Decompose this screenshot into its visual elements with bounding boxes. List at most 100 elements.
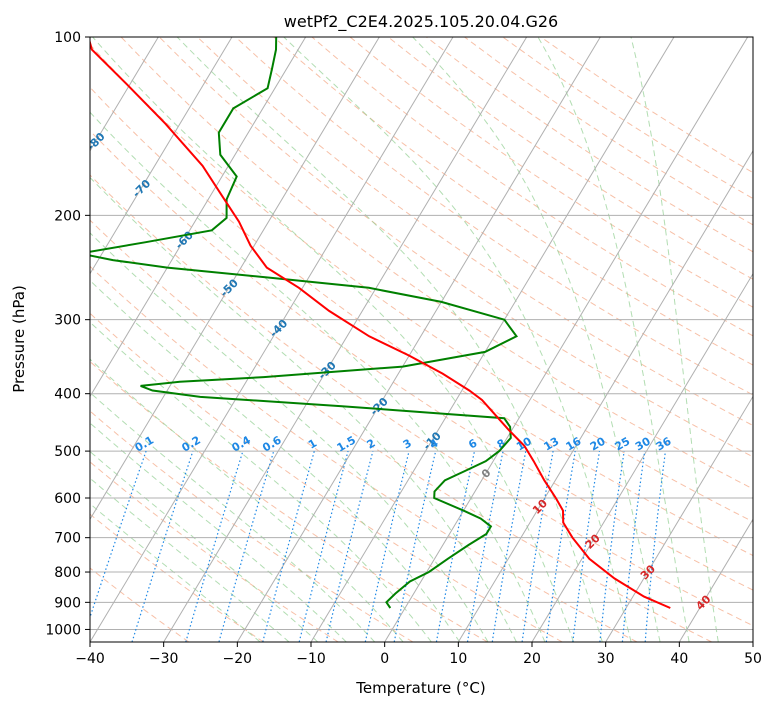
moist-adiabat-line	[90, 176, 517, 642]
moist-adiabat-line	[90, 232, 489, 642]
dry-adiabat-line	[90, 219, 712, 642]
y-tick-label: 800	[54, 565, 81, 581]
dry-adiabat-line	[90, 513, 264, 642]
y-tick-label: 700	[54, 531, 81, 547]
x-axis: −40 −30 −20 −10 0 10 20 30 40 50	[75, 642, 762, 667]
isotherm-label: -20	[368, 395, 391, 418]
dry-adiabat-line	[235, 37, 753, 396]
isotherm-line	[678, 518, 753, 642]
moist-adiabat-line	[92, 37, 575, 642]
dry-adiabat-line	[90, 360, 488, 642]
dry-adiabats	[90, 37, 753, 642]
dry-adiabat-line	[273, 37, 753, 366]
y-axis: 100 200 300 400 500 600 700 800 900 1000	[45, 30, 90, 638]
dry-adiabat-line	[90, 567, 190, 642]
isotherm-line	[605, 395, 753, 642]
plot-area: -100-90-80-70-60-50-40-30-20-10010203040…	[0, 33, 753, 642]
mixing-ratio-line	[521, 450, 554, 642]
chart-title: wetPf2_C2E4.2025.105.20.04.G26	[284, 12, 558, 32]
isotherm-label: -100	[0, 33, 20, 62]
moist-adiabat-line	[90, 450, 319, 642]
isotherm-line	[90, 37, 233, 275]
isotherm-label: 0	[479, 466, 494, 481]
dry-adiabat-line	[90, 43, 753, 523]
y-tick-label: 300	[54, 313, 81, 329]
mixing-ratio-lines	[90, 450, 666, 642]
isotherm-line	[90, 37, 454, 642]
moist-adiabat-line	[537, 37, 690, 642]
y-tick-label: 100	[54, 30, 81, 46]
moist-adiabat-line	[90, 279, 461, 642]
isotherm-line	[752, 641, 753, 642]
isobars	[90, 37, 753, 630]
y-tick-label: 900	[54, 595, 81, 611]
plot-frame	[89, 36, 754, 643]
isotherm-label: -30	[316, 359, 339, 382]
dry-adiabat-line	[197, 37, 753, 427]
mixing-ratio-line	[599, 451, 625, 642]
isotherm-line	[310, 37, 675, 642]
dry-adiabat-line	[90, 265, 638, 642]
x-tick-label: −40	[75, 651, 105, 667]
y-tick-label: 200	[54, 208, 81, 224]
mixing-ratio-line	[364, 450, 410, 642]
dry-adiabat-line	[90, 312, 563, 642]
mixing-ratio-line	[393, 450, 437, 642]
x-tick-label: 50	[744, 651, 762, 667]
x-tick-label: 20	[523, 651, 541, 667]
isotherms	[90, 37, 753, 642]
x-tick-label: −30	[149, 651, 179, 667]
dry-adiabat-line	[158, 37, 753, 458]
isotherm-label: 20	[583, 531, 603, 551]
isotherm-line	[384, 37, 749, 642]
isotherm-label: -90	[39, 83, 62, 106]
mixing-ratio-line	[325, 450, 374, 642]
mixing-ratio-label: 3	[401, 437, 414, 452]
dry-adiabat-line	[120, 37, 753, 490]
y-tick-label: 1000	[45, 622, 81, 638]
moist-adiabat-line	[90, 111, 546, 642]
isotherm-label: -80	[84, 130, 107, 153]
mixing-ratio-line	[545, 451, 576, 642]
temperature-profile-line	[90, 39, 671, 609]
isotherm-line	[236, 37, 601, 642]
y-axis-title: Pressure (hPa)	[10, 285, 28, 393]
mixing-ratio-line	[621, 451, 646, 642]
x-tick-label: −20	[223, 651, 253, 667]
moist-adiabat-line	[90, 477, 290, 642]
mixing-ratio-label: 6	[466, 436, 479, 451]
moist-adiabats	[90, 37, 719, 642]
dry-adiabat-line	[90, 174, 753, 627]
dewpoint-profile-line	[90, 37, 519, 609]
dry-adiabat-line	[311, 37, 753, 337]
isotherm-line	[90, 37, 380, 521]
mixing-ratio-line	[185, 450, 244, 642]
isotherm-label: -60	[173, 228, 196, 251]
moist-adiabat-line	[90, 321, 432, 642]
isotherm-line	[90, 37, 307, 398]
isotherm-line	[90, 37, 159, 152]
mixing-ratio-line	[572, 451, 601, 642]
mixing-ratio-line	[262, 450, 315, 642]
mixing-ratio-label: 2	[365, 437, 378, 452]
x-tick-label: 40	[670, 651, 688, 667]
x-axis-title: Temperature (°C)	[355, 679, 485, 697]
moist-adiabat-line	[630, 37, 719, 642]
y-tick-label: 500	[54, 444, 81, 460]
mixing-ratio-line	[298, 450, 349, 642]
mixing-ratio-line	[644, 451, 666, 642]
y-tick-label: 400	[54, 387, 81, 403]
isotherm-label: 10	[530, 497, 550, 517]
dry-adiabat-line	[540, 37, 753, 174]
moist-adiabat-line	[90, 422, 347, 642]
isotherm-line	[531, 272, 753, 642]
y-tick-label: 600	[54, 491, 81, 507]
isotherm-label: -50	[218, 276, 241, 299]
isotherm-line	[457, 149, 753, 642]
mixing-ratio-line	[131, 450, 194, 642]
isotherm-label: 30	[638, 562, 658, 582]
dry-adiabat-line	[387, 37, 753, 280]
moist-adiabat-line	[283, 37, 632, 642]
